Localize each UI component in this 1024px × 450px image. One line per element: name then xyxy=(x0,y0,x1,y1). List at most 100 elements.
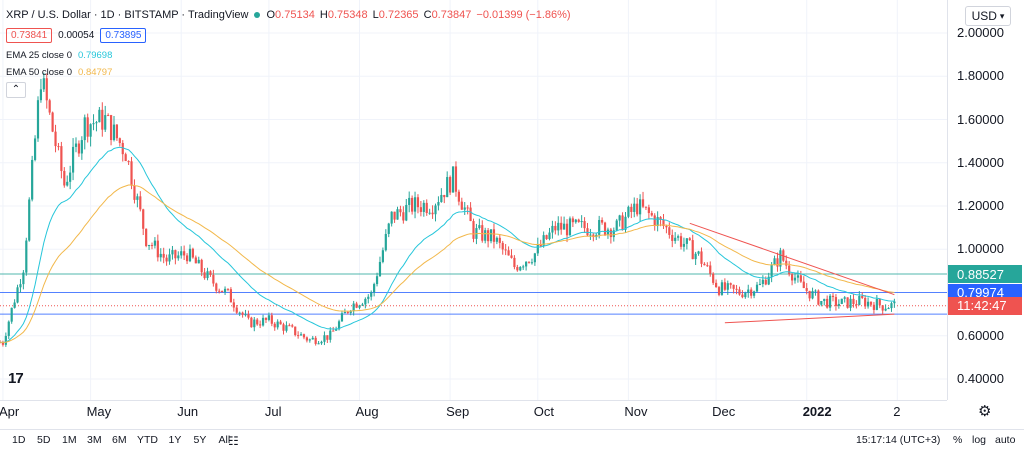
candle-body xyxy=(487,230,490,242)
ema25-row[interactable]: EMA 25 close 0 0.79698 xyxy=(6,47,571,64)
candle-body xyxy=(717,287,721,295)
candle-body xyxy=(399,209,402,213)
candle-body xyxy=(826,298,829,308)
timeframe-button[interactable]: 1M xyxy=(62,434,77,446)
clock-display[interactable]: 15:17:14 (UTC+3) xyxy=(856,434,941,446)
candle-body xyxy=(95,122,98,124)
timeframe-button[interactable]: 5D xyxy=(37,434,51,446)
time-tick-label: Apr xyxy=(0,404,20,419)
candle-body xyxy=(495,237,498,242)
date-range-icon[interactable]: ☷ xyxy=(228,434,239,448)
candle-body xyxy=(446,177,449,198)
candle-body xyxy=(767,276,770,285)
ema50-label: EMA 50 close 0 xyxy=(6,67,73,78)
candle-body xyxy=(194,257,197,264)
candle-body xyxy=(264,317,268,320)
candle-body xyxy=(308,339,311,341)
candle-body xyxy=(489,229,493,242)
candle-body xyxy=(299,334,303,336)
candle-body xyxy=(63,170,66,186)
candle-body xyxy=(513,257,516,268)
candle-body xyxy=(337,321,341,330)
candle-body xyxy=(437,202,440,206)
candle-body xyxy=(1,342,5,345)
sell-price-box[interactable]: 0.73841 xyxy=(6,28,53,43)
candle-body xyxy=(644,206,648,208)
candle-body xyxy=(861,295,864,298)
ema25-line xyxy=(0,146,895,344)
candle-body xyxy=(793,277,797,281)
currency-selector[interactable]: USD ▾ xyxy=(965,6,1011,26)
candle-body xyxy=(294,326,297,336)
candle-body xyxy=(422,202,425,212)
legend-collapse-row: ⌃ xyxy=(6,81,571,98)
candle-body xyxy=(346,311,349,313)
candle-body xyxy=(577,219,580,222)
timeframe-button[interactable]: 1D xyxy=(12,434,26,446)
candle-body xyxy=(601,219,604,223)
candle-body xyxy=(525,261,528,267)
high-value: 0.75348 xyxy=(327,8,368,21)
candle-body xyxy=(805,288,808,291)
price-axis[interactable]: 2.00000 1.80000 1.60000 1.40000 1.20000 1.000… xyxy=(947,0,1024,400)
candle-body xyxy=(834,297,838,306)
candle-body xyxy=(212,274,215,284)
candle-body xyxy=(396,209,399,220)
timeframe-button[interactable]: 3M xyxy=(87,434,102,446)
timeframe-button[interactable]: YTD xyxy=(137,434,158,446)
candle-body xyxy=(226,288,230,290)
symbol-title[interactable]: XRP / U.S. Dollar · 1D · BITSTAMP · Trad… xyxy=(6,8,249,21)
candle-body xyxy=(449,177,452,193)
percent-toggle[interactable]: % xyxy=(953,434,963,446)
candle-body xyxy=(603,222,607,235)
tradingview-logo-icon[interactable]: 17 xyxy=(8,370,24,387)
time-tick-label: Jun xyxy=(177,404,199,419)
candle-body xyxy=(349,311,352,313)
time-tick-label: Sep xyxy=(446,404,470,419)
candle-body xyxy=(823,298,826,302)
candle-body xyxy=(261,317,265,326)
candle-body xyxy=(109,115,113,141)
candle-body xyxy=(647,207,650,214)
candle-body xyxy=(83,117,86,141)
timeframe-button[interactable]: 6M xyxy=(112,434,127,446)
candle-body xyxy=(519,267,522,271)
candle-body xyxy=(504,249,507,251)
price-chart[interactable] xyxy=(0,0,947,400)
candle-body xyxy=(887,308,890,310)
candle-body xyxy=(150,245,154,247)
candle-body xyxy=(215,283,218,291)
candle-body xyxy=(118,138,121,143)
candle-body xyxy=(302,334,306,338)
candle-body xyxy=(101,109,104,130)
buy-price-box[interactable]: 0.73895 xyxy=(100,28,147,43)
time-axis[interactable]: Apr May Jun Jul Aug Sep Oct Nov Dec 2022 2 xyxy=(0,400,947,425)
candle-body xyxy=(136,196,139,200)
candle-body xyxy=(720,282,724,295)
timeframe-button[interactable]: All xyxy=(218,434,231,446)
candle-body xyxy=(843,297,846,299)
timeframe-button[interactable]: 1Y xyxy=(168,434,182,446)
collapse-legend-icon[interactable]: ⌃ xyxy=(6,81,26,98)
candle-body xyxy=(367,296,370,299)
candle-body xyxy=(633,203,636,212)
candle-body xyxy=(165,257,168,262)
candle-body xyxy=(665,225,668,228)
ema50-row[interactable]: EMA 50 close 0 0.84797 xyxy=(6,64,571,81)
price-tick-label: 0.40000 xyxy=(957,371,1004,386)
log-toggle[interactable]: log xyxy=(972,434,987,446)
candle-body xyxy=(852,298,855,305)
auto-toggle[interactable]: auto xyxy=(995,434,1016,446)
candle-body xyxy=(4,335,7,345)
candle-body xyxy=(416,197,420,208)
candle-body xyxy=(42,78,45,90)
candle-body xyxy=(335,329,338,331)
candle-body xyxy=(612,230,615,238)
time-tick-label: 2 xyxy=(893,404,901,419)
price-tag: 0.88527 xyxy=(948,265,1022,284)
candle-body xyxy=(846,297,849,308)
gear-icon[interactable]: ⚙ xyxy=(978,403,992,420)
bid-ask-row: 0.73841 0.00054 0.73895 xyxy=(6,27,571,44)
candle-body xyxy=(355,303,358,308)
timeframe-button[interactable]: 5Y xyxy=(193,434,207,446)
